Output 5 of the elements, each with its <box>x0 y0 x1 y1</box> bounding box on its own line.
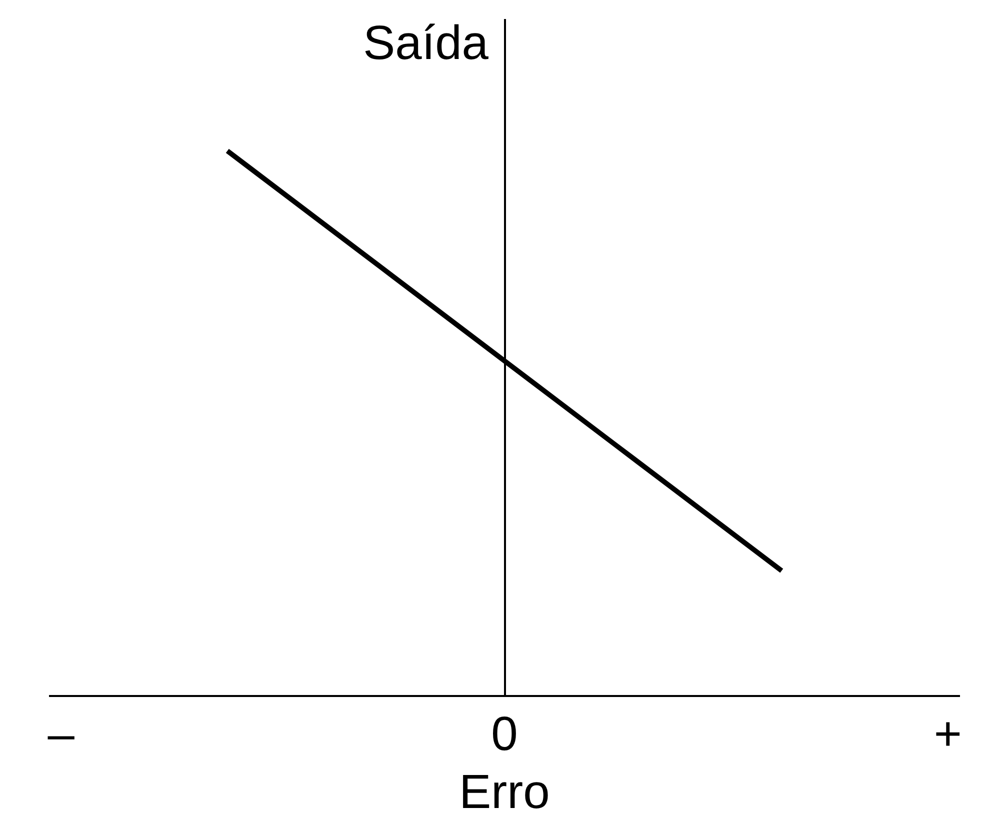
x-tick-label: 0 <box>491 708 518 761</box>
y-axis-title: Saída <box>363 17 489 70</box>
x-tick-label: + <box>934 708 962 761</box>
x-axis-title: Erro <box>459 766 550 813</box>
x-tick-label: – <box>48 708 75 761</box>
